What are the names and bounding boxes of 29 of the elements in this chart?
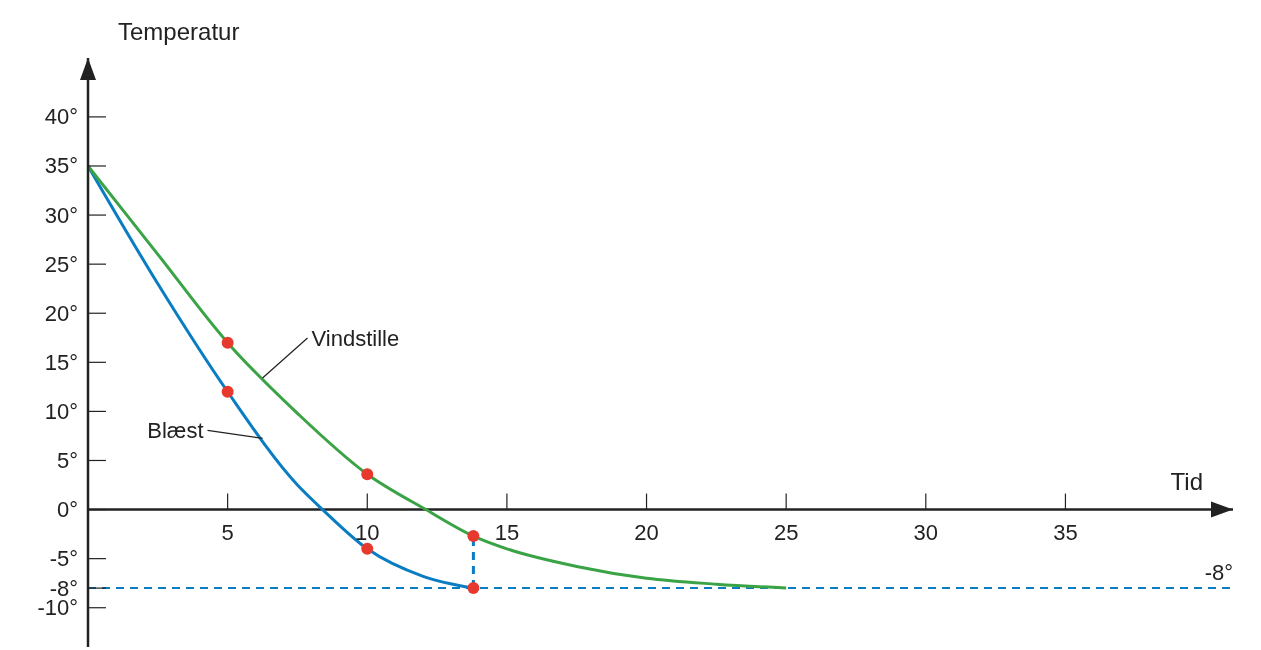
y-tick-label: 5° (56, 447, 78, 473)
x-tick-label: 30 (913, 519, 939, 545)
point (221, 385, 234, 398)
x-tick-label: 35 (1053, 519, 1078, 545)
y-axis-title: Temperatur (118, 18, 240, 45)
y-tick-label: -10° (37, 595, 78, 621)
point (467, 582, 480, 595)
point (361, 542, 374, 555)
ref-line-label: -8° (1204, 560, 1233, 586)
point (361, 468, 374, 481)
point (467, 530, 480, 543)
y-tick-label: 30° (44, 202, 78, 228)
point (221, 336, 234, 349)
x-tick-label: 15 (494, 519, 520, 545)
y-tick-label: 40° (44, 104, 78, 130)
x-axis-title: Tid (1170, 467, 1203, 495)
y-tick-label: 0° (56, 497, 78, 523)
x-tick-label: 25 (773, 519, 799, 545)
y-tick-label: 15° (44, 349, 78, 375)
x-tick-label: 20 (634, 519, 659, 545)
text: Vindstille (311, 326, 400, 352)
y-tick-label: 10° (44, 398, 78, 424)
series-label: Blæst (147, 418, 204, 444)
y-tick-label: 25° (44, 251, 78, 277)
x-tick-label: 5 (221, 519, 234, 545)
y-tick-label: -5° (49, 546, 78, 572)
y-tick-label: 20° (44, 300, 78, 326)
y-tick-label: 35° (44, 153, 78, 179)
x-tick-label: 10 (355, 519, 380, 545)
